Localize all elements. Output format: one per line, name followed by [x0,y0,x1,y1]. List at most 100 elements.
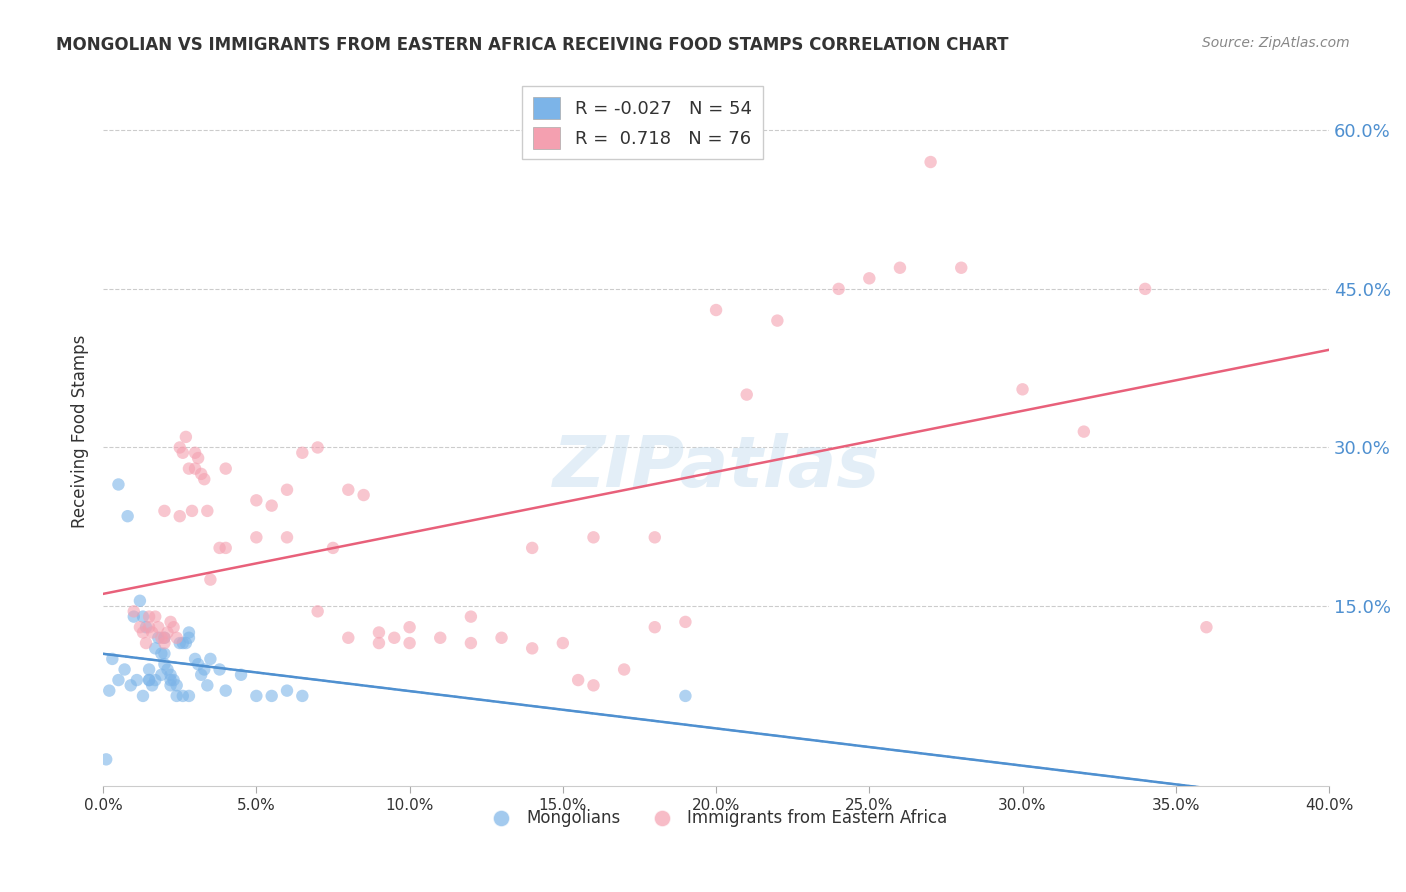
Point [215,461,238,475]
Point [337,631,360,645]
Point [337,483,360,497]
Point [190,667,212,681]
Point [132,625,155,640]
Point [156,663,179,677]
Point [187,657,209,672]
Point [143,673,166,687]
Point [159,667,181,681]
Point [920,155,942,169]
Point [322,541,344,555]
Point [153,631,176,645]
Point [673,689,696,703]
Point [184,652,207,666]
Point [1073,425,1095,439]
Point [162,620,184,634]
Point [138,673,160,687]
Point [159,673,181,687]
Point [181,504,204,518]
Point [117,509,139,524]
Point [644,620,666,634]
Point [150,631,173,645]
Point [138,620,160,634]
Point [166,631,188,645]
Point [156,625,179,640]
Point [150,667,173,681]
Point [307,604,329,618]
Point [169,636,191,650]
Point [276,530,298,544]
Point [141,678,163,692]
Point [172,689,194,703]
Text: Source: ZipAtlas.com: Source: ZipAtlas.com [1202,36,1350,50]
Point [858,271,880,285]
Point [174,636,197,650]
Point [704,303,727,318]
Point [166,678,188,692]
Point [153,504,176,518]
Point [132,609,155,624]
Point [1011,382,1033,396]
Point [153,647,176,661]
Point [491,631,513,645]
Point [215,541,238,555]
Point [153,631,176,645]
Point [122,604,145,618]
Point [276,683,298,698]
Point [353,488,375,502]
Point [193,472,215,486]
Point [101,652,124,666]
Point [582,530,605,544]
Point [159,678,181,692]
Point [190,467,212,481]
Point [138,663,160,677]
Point [166,689,188,703]
Point [187,451,209,466]
Point [551,636,574,650]
Point [193,663,215,677]
Point [291,446,314,460]
Point [169,509,191,524]
Point [245,530,267,544]
Point [195,678,218,692]
Text: ZIPatlas: ZIPatlas [553,433,880,501]
Point [172,636,194,650]
Point [368,625,391,640]
Point [98,683,121,698]
Point [889,260,911,275]
Point [177,461,200,475]
Point [229,667,252,681]
Point [567,673,589,687]
Point [177,689,200,703]
Y-axis label: Receiving Food Stamps: Receiving Food Stamps [72,334,89,528]
Point [398,620,420,634]
Point [138,673,160,687]
Point [174,430,197,444]
Point [96,752,118,766]
Point [276,483,298,497]
Point [673,615,696,629]
Point [114,663,136,677]
Point [129,594,152,608]
Point [1133,282,1156,296]
Point [132,689,155,703]
Point [148,631,170,645]
Point [613,663,636,677]
Point [138,609,160,624]
Point [735,387,758,401]
Point [582,678,605,692]
Point [200,573,222,587]
Point [766,313,789,327]
Point [291,689,314,703]
Point [153,657,176,672]
Point [195,504,218,518]
Point [122,609,145,624]
Point [125,673,148,687]
Point [177,625,200,640]
Point [184,446,207,460]
Point [260,689,283,703]
Point [107,673,129,687]
Point [827,282,849,296]
Point [208,663,231,677]
Point [200,652,222,666]
Point [245,689,267,703]
